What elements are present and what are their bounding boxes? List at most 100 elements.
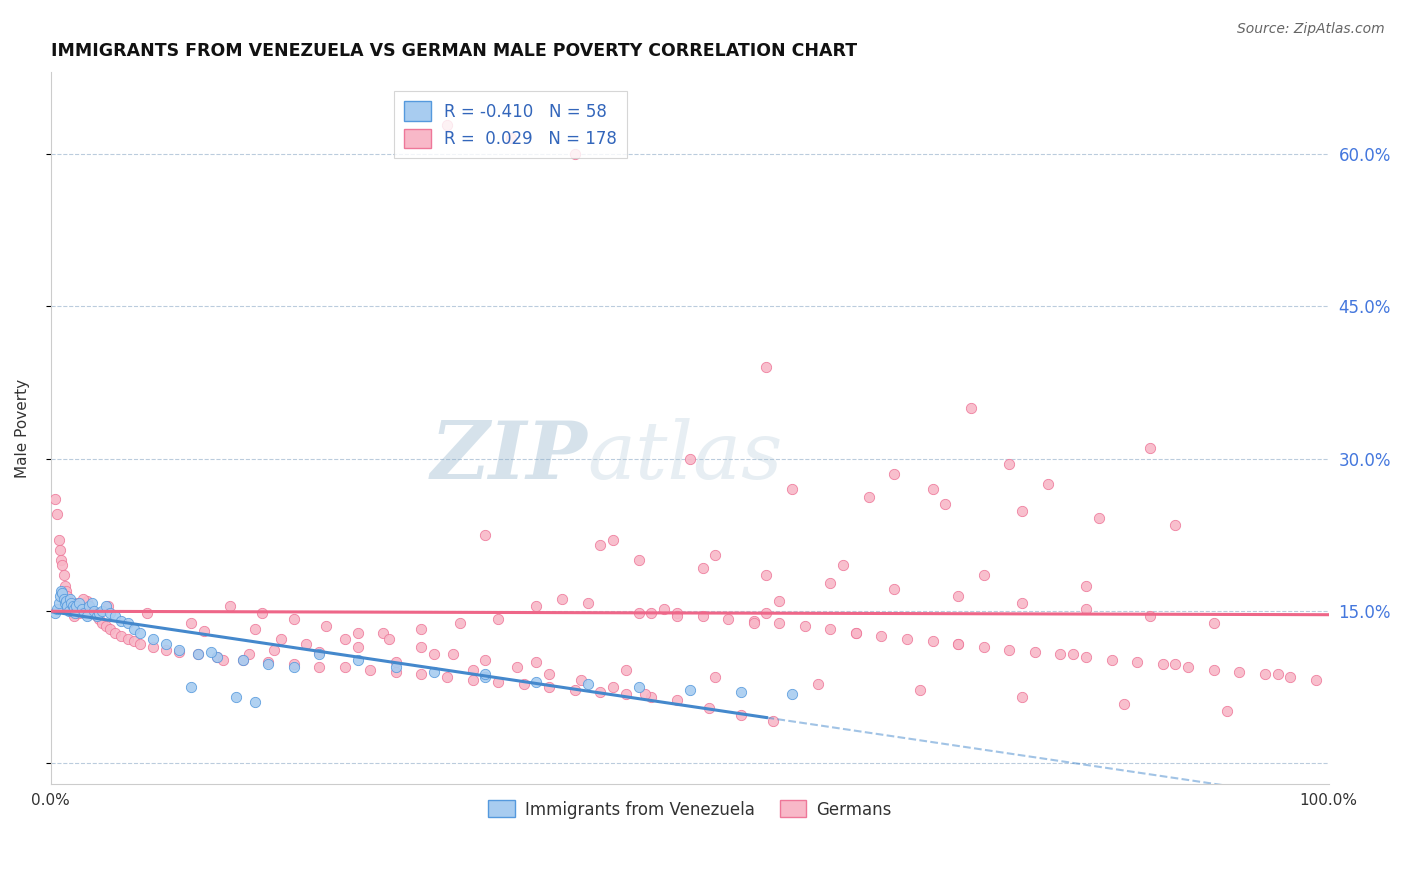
- Point: [70, 602, 93, 616]
- Point: [51, 585, 73, 599]
- Point: [780, 687, 803, 701]
- Text: IMMIGRANTS FROM VENEZUELA VS GERMAN MALE POVERTY CORRELATION CHART: IMMIGRANTS FROM VENEZUELA VS GERMAN MALE…: [51, 42, 858, 60]
- Point: [512, 677, 534, 691]
- Point: [76, 594, 98, 608]
- Point: [63, 609, 86, 624]
- Point: [142, 632, 165, 647]
- Point: [117, 632, 139, 647]
- Point: [63, 599, 86, 613]
- Point: [58, 594, 80, 608]
- Point: [634, 687, 657, 701]
- Point: [768, 616, 790, 631]
- Point: [820, 575, 842, 590]
- Point: [155, 636, 177, 650]
- Point: [1074, 649, 1097, 664]
- Y-axis label: Male Poverty: Male Poverty: [15, 378, 30, 477]
- Point: [67, 596, 90, 610]
- Point: [946, 636, 969, 650]
- Point: [998, 642, 1021, 657]
- Point: [110, 614, 132, 628]
- Point: [180, 616, 202, 631]
- Point: [569, 673, 592, 687]
- Point: [526, 655, 548, 669]
- Point: [436, 118, 458, 132]
- Point: [98, 622, 121, 636]
- Point: [94, 619, 117, 633]
- Point: [308, 647, 330, 661]
- Point: [449, 616, 471, 631]
- Point: [1114, 698, 1136, 712]
- Point: [780, 482, 803, 496]
- Point: [135, 606, 157, 620]
- Point: [65, 599, 87, 613]
- Point: [1011, 596, 1033, 610]
- Point: [308, 645, 330, 659]
- Point: [359, 663, 381, 677]
- Point: [378, 632, 401, 647]
- Point: [411, 622, 433, 636]
- Point: [486, 675, 509, 690]
- Point: [538, 667, 561, 681]
- Point: [49, 543, 72, 558]
- Point: [807, 677, 830, 691]
- Point: [1305, 673, 1327, 687]
- Point: [564, 683, 586, 698]
- Point: [49, 553, 72, 567]
- Point: [122, 622, 145, 636]
- Point: [436, 670, 458, 684]
- Point: [1202, 616, 1225, 631]
- Point: [679, 451, 702, 466]
- Point: [250, 606, 273, 620]
- Point: [960, 401, 983, 415]
- Point: [333, 660, 356, 674]
- Point: [474, 653, 496, 667]
- Point: [53, 596, 76, 610]
- Point: [973, 568, 995, 582]
- Point: [67, 606, 90, 620]
- Point: [526, 675, 548, 690]
- Point: [385, 660, 408, 674]
- Point: [58, 604, 80, 618]
- Point: [1024, 645, 1046, 659]
- Point: [104, 609, 127, 624]
- Point: [934, 497, 956, 511]
- Point: [308, 660, 330, 674]
- Point: [832, 558, 855, 573]
- Point: [56, 599, 79, 613]
- Point: [51, 558, 73, 573]
- Point: [461, 673, 484, 687]
- Text: atlas: atlas: [588, 417, 783, 495]
- Point: [1164, 517, 1187, 532]
- Point: [1164, 657, 1187, 671]
- Point: [333, 632, 356, 647]
- Point: [89, 612, 111, 626]
- Point: [1152, 657, 1174, 671]
- Point: [652, 602, 675, 616]
- Point: [704, 548, 727, 562]
- Point: [461, 663, 484, 677]
- Point: [883, 582, 905, 596]
- Point: [730, 685, 752, 699]
- Point: [270, 632, 292, 647]
- Point: [755, 606, 778, 620]
- Point: [998, 457, 1021, 471]
- Point: [742, 614, 765, 628]
- Point: [263, 642, 285, 657]
- Point: [640, 690, 662, 705]
- Point: [63, 606, 86, 620]
- Point: [576, 677, 599, 691]
- Point: [474, 528, 496, 542]
- Point: [44, 492, 66, 507]
- Point: [60, 602, 83, 616]
- Point: [62, 599, 84, 613]
- Point: [1062, 647, 1084, 661]
- Point: [80, 596, 103, 610]
- Point: [896, 632, 918, 647]
- Point: [385, 665, 408, 679]
- Point: [627, 553, 650, 567]
- Point: [755, 360, 778, 375]
- Point: [73, 606, 96, 620]
- Point: [1139, 609, 1161, 624]
- Point: [205, 649, 228, 664]
- Point: [86, 609, 108, 624]
